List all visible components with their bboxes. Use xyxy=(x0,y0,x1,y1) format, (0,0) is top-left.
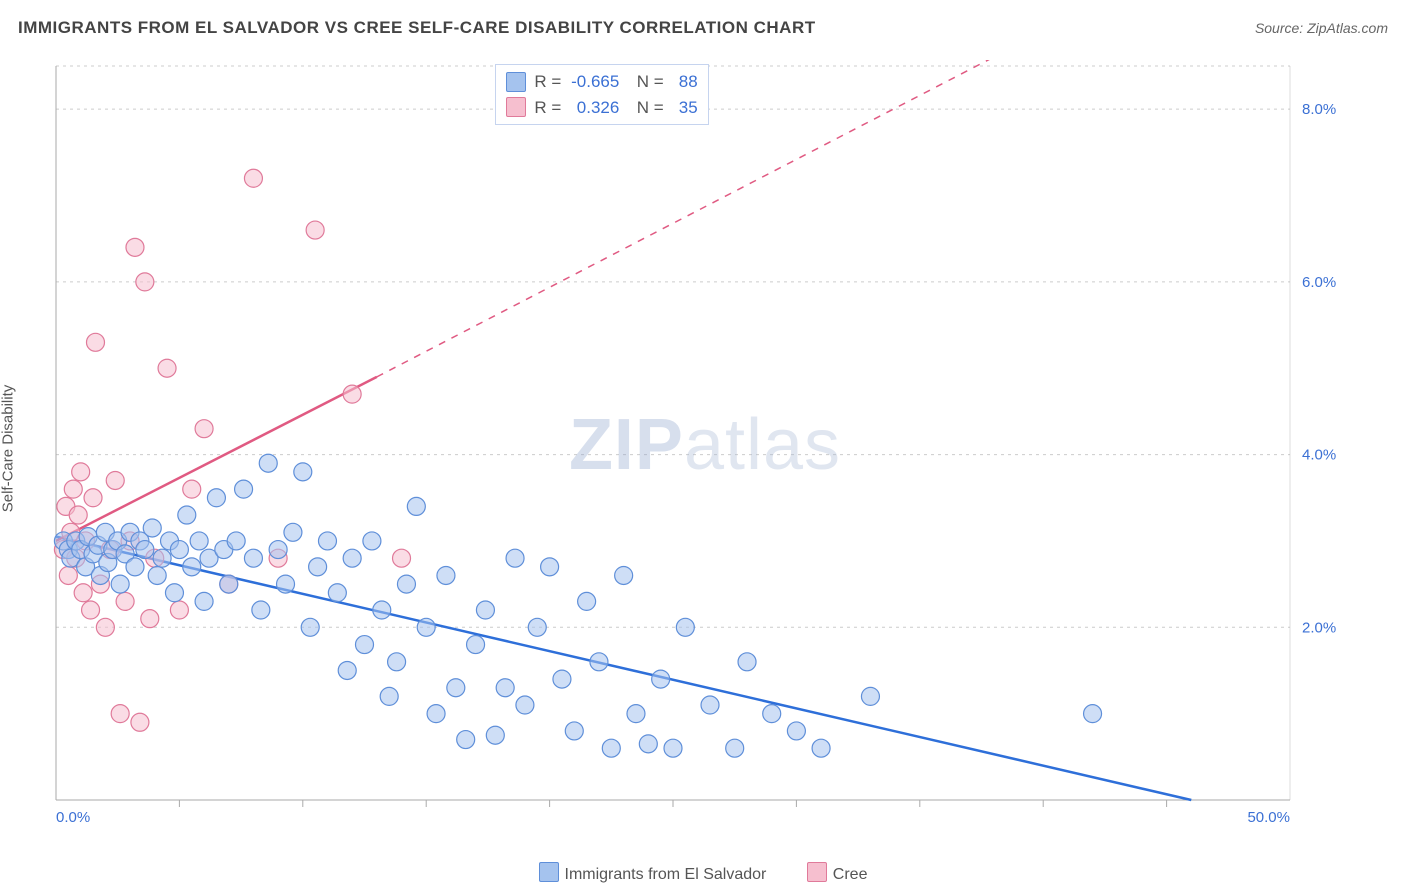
legend-item-b: Cree xyxy=(807,866,868,883)
bottom-legend: Immigrants from El Salvador Cree xyxy=(0,862,1406,884)
stats-row-a: R = -0.665 N = 88 xyxy=(506,69,697,95)
stats-row-b: R = 0.326 N = 35 xyxy=(506,95,697,121)
swatch-series-a xyxy=(506,72,526,92)
svg-text:0.0%: 0.0% xyxy=(56,809,90,826)
svg-text:6.0%: 6.0% xyxy=(1302,274,1336,291)
source-label: Source: ZipAtlas.com xyxy=(1255,20,1388,36)
swatch-series-b xyxy=(506,97,526,117)
r-value-a: -0.665 xyxy=(569,69,619,95)
stats-legend-box: R = -0.665 N = 88 R = 0.326 N = 35 xyxy=(495,64,708,125)
svg-text:4.0%: 4.0% xyxy=(1302,447,1336,464)
svg-text:8.0%: 8.0% xyxy=(1302,101,1336,118)
swatch-a-icon xyxy=(539,862,559,882)
y-axis-label: Self-Care Disability xyxy=(0,385,17,513)
n-value-a: 88 xyxy=(672,69,698,95)
swatch-b-icon xyxy=(807,862,827,882)
svg-text:2.0%: 2.0% xyxy=(1302,619,1336,636)
legend-item-a: Immigrants from El Salvador xyxy=(539,866,771,883)
svg-text:50.0%: 50.0% xyxy=(1247,809,1290,826)
chart-title: IMMIGRANTS FROM EL SALVADOR VS CREE SELF… xyxy=(18,18,816,38)
n-value-b: 35 xyxy=(672,95,698,121)
scatter-plot-svg: 0.0% 50.0% 2.0% 4.0% 6.0% 8.0% xyxy=(50,60,1360,830)
r-value-b: 0.326 xyxy=(569,95,619,121)
plot-area: 0.0%50.0%2.0%4.0%6.0%8.0% ZIPatlas R = -… xyxy=(50,60,1360,830)
